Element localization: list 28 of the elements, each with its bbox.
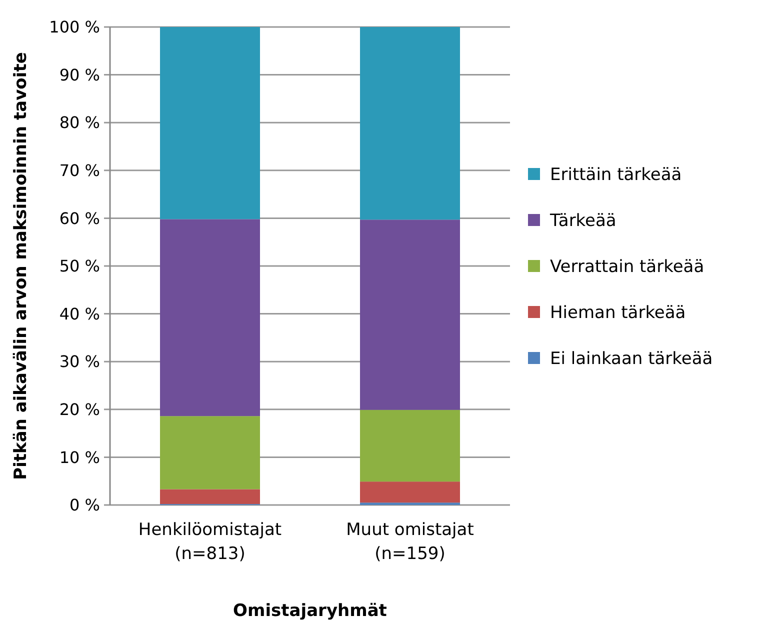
bar [160, 489, 260, 504]
bar [160, 416, 260, 490]
legend-label: Hieman tärkeää [550, 302, 686, 323]
y-axis-title: Pitkän aikavälin arvon maksimoinnin tavoite [11, 52, 31, 480]
bar [360, 27, 460, 220]
legend-label: Erittäin tärkeää [550, 164, 682, 185]
y-tick-label: 20 % [59, 400, 100, 419]
x-axis-title: Omistajaryhmät [233, 601, 387, 621]
y-tick-label: 60 % [59, 208, 100, 228]
legend-label: Verrattain tärkeää [550, 256, 704, 277]
legend-label: Tärkeää [549, 210, 616, 231]
y-tick-label: 40 % [59, 304, 100, 324]
y-tick-label: 50 % [59, 256, 100, 276]
y-tick-label: 30 % [59, 352, 100, 372]
x-tick-label: Muut omistajat (n=159) [346, 520, 474, 564]
y-tick-label: 90 % [59, 65, 100, 84]
bar [360, 482, 460, 503]
y-tick-label: 0 % [70, 496, 100, 515]
bar [160, 27, 260, 220]
bar [160, 219, 260, 416]
bar [360, 220, 460, 410]
x-tick-label: Henkilöomistajat (n=813) [138, 520, 282, 564]
y-tick-label: 70 % [59, 161, 100, 180]
legend-label: Ei lainkaan tärkeää [550, 348, 713, 369]
bar [360, 410, 460, 482]
y-tick-label: 80 % [59, 113, 100, 132]
y-tick-label: 100 % [49, 18, 100, 37]
y-tick-label: 10 % [59, 448, 100, 467]
